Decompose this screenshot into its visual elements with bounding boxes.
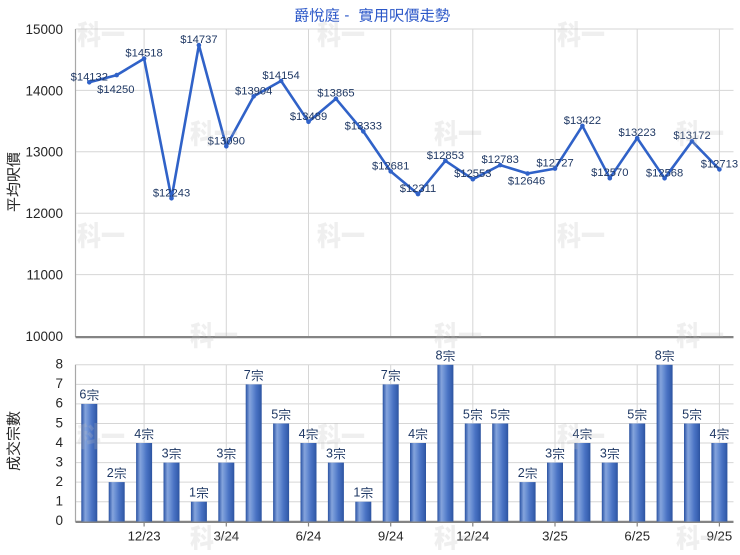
svg-text:10000: 10000 [25,329,63,344]
svg-text:5: 5 [271,407,278,421]
svg-text:$13422: $13422 [564,115,601,127]
svg-text:4: 4 [299,427,306,441]
svg-text:3: 3 [545,446,552,460]
svg-text:8: 8 [436,349,443,363]
svg-text:6/24: 6/24 [296,529,322,544]
svg-text:7: 7 [381,368,388,382]
svg-text:7: 7 [55,376,63,391]
svg-text:8: 8 [655,349,662,363]
svg-text:$13333: $13333 [345,120,382,132]
svg-text:$12681: $12681 [372,160,409,172]
svg-text:5: 5 [55,415,63,430]
svg-text:$13904: $13904 [235,85,272,97]
svg-text:6: 6 [55,396,63,411]
svg-text:5: 5 [682,407,689,421]
svg-text:3: 3 [216,446,223,460]
svg-text:$12646: $12646 [508,176,545,188]
svg-text:$12570: $12570 [591,167,628,179]
svg-text:1: 1 [353,486,360,500]
svg-text:$13865: $13865 [317,88,354,100]
svg-text:5: 5 [463,407,470,421]
svg-text:7: 7 [244,368,251,382]
svg-text:$13489: $13489 [290,111,327,123]
svg-text:6: 6 [79,388,86,402]
svg-text:0: 0 [55,513,63,528]
svg-text:$12783: $12783 [482,154,519,166]
svg-text:$14250: $14250 [97,84,134,96]
svg-text:13000: 13000 [25,145,63,160]
svg-text:2: 2 [518,466,525,480]
svg-text:2: 2 [107,466,114,480]
svg-text:$12853: $12853 [427,150,464,162]
svg-text:$12713: $12713 [701,158,738,170]
svg-text:5: 5 [627,407,634,421]
svg-text:$14518: $14518 [125,48,162,60]
svg-text:4: 4 [134,427,141,441]
svg-text:8: 8 [55,357,63,372]
svg-text:2: 2 [55,474,63,489]
svg-text:$14154: $14154 [262,70,299,82]
svg-text:$13090: $13090 [208,135,245,147]
svg-text:6/25: 6/25 [624,529,650,544]
svg-text:11000: 11000 [26,268,63,283]
svg-text:4: 4 [408,427,415,441]
svg-text:1: 1 [55,494,63,509]
svg-text:3: 3 [162,446,169,460]
svg-text:3/25: 3/25 [542,529,568,544]
svg-text:3: 3 [55,454,63,469]
svg-text:12/23: 12/23 [128,529,161,544]
svg-text:1: 1 [189,486,196,500]
svg-text:$14132: $14132 [71,71,108,83]
svg-text:3: 3 [326,446,333,460]
svg-text:5: 5 [490,407,497,421]
svg-text:15000: 15000 [25,22,63,37]
svg-text:-: - [344,7,349,24]
svg-text:9/24: 9/24 [378,529,404,544]
svg-text:$12727: $12727 [536,158,573,170]
svg-text:12000: 12000 [25,206,63,221]
svg-text:3: 3 [600,446,607,460]
svg-text:$12568: $12568 [646,167,683,179]
svg-text:$12553: $12553 [454,168,491,180]
svg-text:$14737: $14737 [180,34,217,46]
svg-text:$13223: $13223 [619,127,656,139]
svg-text:$12311: $12311 [400,183,437,195]
svg-text:4: 4 [55,435,63,450]
svg-text:14000: 14000 [25,83,63,98]
svg-text:4: 4 [710,427,717,441]
svg-text:$12243: $12243 [153,187,190,199]
